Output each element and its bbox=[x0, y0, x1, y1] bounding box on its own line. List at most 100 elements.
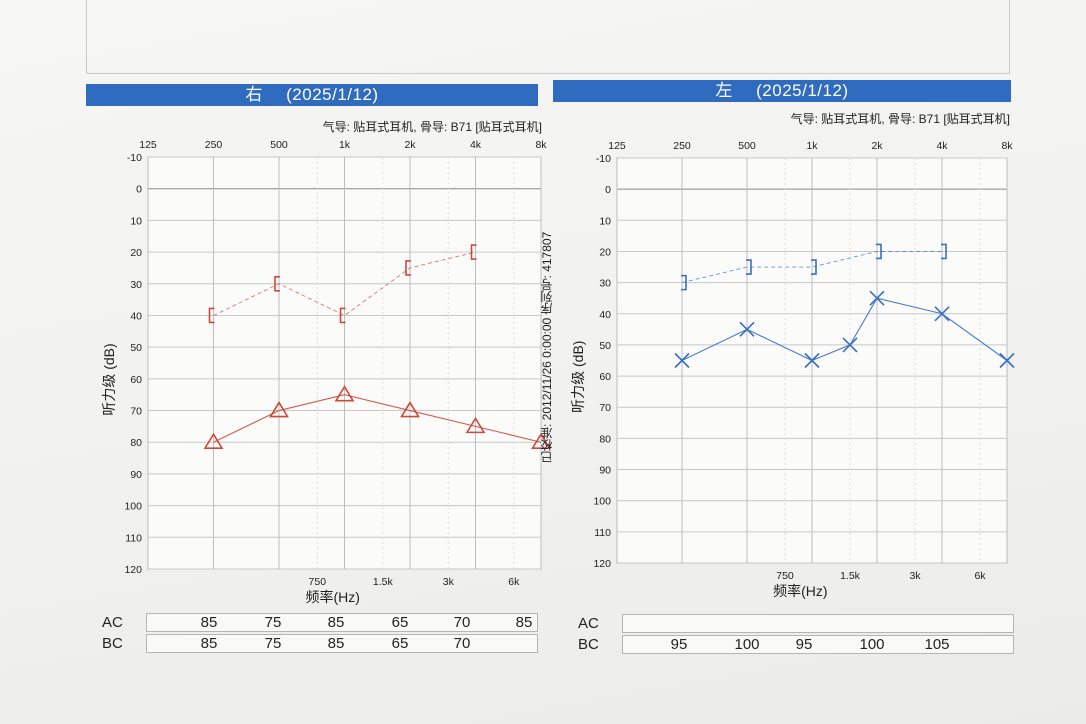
bc-triangle-marker bbox=[203, 432, 224, 450]
y-tick-label: 20 bbox=[130, 247, 142, 259]
y-tick-label: 70 bbox=[130, 406, 142, 418]
y-tick-label: -10 bbox=[127, 152, 142, 164]
y-tick-label: 0 bbox=[605, 184, 611, 196]
left-ac-box bbox=[622, 614, 1014, 633]
left-ac-label: AC bbox=[578, 615, 599, 632]
calibration-info: 已校准: 2012/11/26 0:00:00 序列号: 417807 bbox=[540, 231, 554, 463]
x-bottom-tick-label: 750 bbox=[776, 570, 794, 582]
y-tick-label: 70 bbox=[599, 402, 611, 414]
left-ear-header: 左 (2025/1/12) bbox=[553, 80, 1011, 102]
left-bc-row: BC 95 100 95 100 105 bbox=[578, 635, 1018, 655]
x-top-tick-label: 4k bbox=[470, 139, 482, 151]
x-top-tick-label: 8k bbox=[1001, 140, 1013, 152]
right-bc-box bbox=[146, 634, 538, 653]
x-top-tick-label: 250 bbox=[205, 139, 223, 151]
x-bottom-tick-label: 6k bbox=[508, 576, 520, 588]
x-top-tick-label: 1k bbox=[806, 140, 818, 152]
bc-bracket-marker bbox=[681, 274, 687, 291]
bc-triangle-marker bbox=[531, 432, 551, 450]
x-bottom-tick-label: 1.5k bbox=[373, 576, 394, 588]
x-top-tick-label: 125 bbox=[139, 139, 157, 151]
left-ear-date: (2025/1/12) bbox=[756, 81, 849, 100]
left-ac-row: AC bbox=[578, 614, 1018, 634]
right-bc-value: 70 bbox=[453, 635, 471, 652]
left-bc-box bbox=[622, 635, 1014, 654]
ac-x-marker bbox=[999, 352, 1015, 369]
right-bc-value bbox=[502, 634, 546, 654]
y-tick-label: 10 bbox=[130, 215, 142, 227]
y-tick-label: 50 bbox=[599, 340, 611, 352]
bc-bracket-marker bbox=[470, 244, 477, 260]
bc-bracket-marker bbox=[876, 243, 882, 260]
right-ac-row: AC 85 75 85 65 70 85 bbox=[102, 613, 542, 633]
bc-bracket-marker bbox=[405, 260, 411, 276]
y-tick-label: 100 bbox=[124, 501, 142, 513]
bc-bracket-marker bbox=[746, 259, 752, 275]
left-threshold-table: AC BC 95 100 95 100 105 bbox=[578, 614, 1018, 656]
left-bc-value: 100 bbox=[734, 636, 760, 653]
left-ac-value bbox=[657, 614, 701, 634]
right-audiogram-chart: -10 0 10 20 30 40 50 60 70 80 90 100 110 120 125 250 500… bbox=[101, 139, 551, 605]
right-threshold-table: AC 85 75 85 65 70 85 BC 85 75 85 65 70 bbox=[102, 613, 542, 655]
y-tick-label: 100 bbox=[593, 496, 611, 508]
x-top-tick-label: 250 bbox=[673, 140, 691, 152]
y-tick-label: 120 bbox=[593, 558, 611, 570]
left-transducer-info: 气导: 贴耳式耳机, 骨导: B71 [贴耳式耳机] bbox=[790, 112, 1010, 126]
y-tick-label: 60 bbox=[599, 371, 611, 383]
right-bc-value: 85 bbox=[327, 635, 345, 652]
top-frame bbox=[86, 0, 1010, 74]
right-bc-row: BC 85 75 85 65 70 bbox=[102, 634, 542, 654]
y-tick-label: 80 bbox=[130, 437, 142, 449]
x-bottom-tick-label: 3k bbox=[443, 576, 455, 588]
right-bc-label: BC bbox=[102, 635, 123, 652]
right-ac-value: 85 bbox=[327, 614, 345, 631]
x-top-tick-label: 500 bbox=[270, 139, 288, 151]
y-tick-label: 110 bbox=[594, 527, 611, 539]
bc-triangle-marker bbox=[400, 400, 420, 418]
right-ear-label: 右 bbox=[245, 85, 263, 104]
right-ac-label: AC bbox=[102, 614, 123, 631]
left-bc-value bbox=[974, 635, 1018, 655]
right-bc-value: 85 bbox=[200, 635, 218, 652]
right-ac-value: 65 bbox=[391, 614, 409, 631]
y-tick-label: 0 bbox=[136, 184, 142, 196]
ac-x-marker bbox=[934, 306, 950, 322]
right-bc-value: 65 bbox=[391, 635, 409, 652]
ac-x-marker bbox=[739, 321, 755, 337]
left-ac-value bbox=[782, 614, 826, 634]
y-tick-label: 40 bbox=[599, 309, 611, 321]
bc-bracket-marker bbox=[208, 307, 215, 324]
y-tick-label: 110 bbox=[125, 532, 142, 544]
bc-triangle-marker bbox=[269, 400, 289, 418]
bc-bracket-marker bbox=[274, 275, 280, 292]
y-tick-label: 10 bbox=[599, 215, 611, 227]
y-tick-label: 90 bbox=[599, 465, 611, 477]
y-tick-label: 60 bbox=[130, 374, 142, 386]
series-line bbox=[681, 251, 942, 284]
x-bottom-tick-label: 750 bbox=[309, 576, 327, 588]
right-ac-value: 70 bbox=[453, 614, 471, 631]
left-ear-label: 左 bbox=[715, 81, 733, 100]
x-top-tick-label: 2k bbox=[404, 139, 416, 151]
bc-triangle-marker bbox=[334, 385, 355, 402]
x-axis-title: 频率(Hz) bbox=[773, 583, 827, 599]
x-top-tick-label: 1k bbox=[339, 139, 351, 151]
right-transducer-info: 气导: 贴耳式耳机, 骨导: B71 [贴耳式耳机] bbox=[322, 120, 542, 134]
right-ac-value: 85 bbox=[515, 614, 533, 631]
series-line bbox=[213, 251, 476, 316]
y-tick-label: 90 bbox=[130, 469, 142, 481]
right-ac-box bbox=[146, 613, 538, 632]
left-ac-value bbox=[915, 614, 959, 634]
x-top-tick-label: 500 bbox=[738, 140, 756, 152]
bc-bracket-marker bbox=[339, 307, 346, 324]
left-bc-value: 100 bbox=[859, 636, 885, 653]
y-tick-label: 120 bbox=[124, 564, 142, 576]
x-top-tick-label: 2k bbox=[871, 140, 883, 152]
ac-x-marker bbox=[674, 352, 690, 369]
y-tick-label: 80 bbox=[599, 433, 611, 445]
bc-bracket-marker bbox=[941, 243, 947, 260]
series-line bbox=[213, 394, 542, 443]
left-bc-value: 95 bbox=[795, 636, 813, 653]
left-bc-label: BC bbox=[578, 636, 599, 653]
y-axis-title: 听力级 (dB) bbox=[570, 341, 586, 413]
